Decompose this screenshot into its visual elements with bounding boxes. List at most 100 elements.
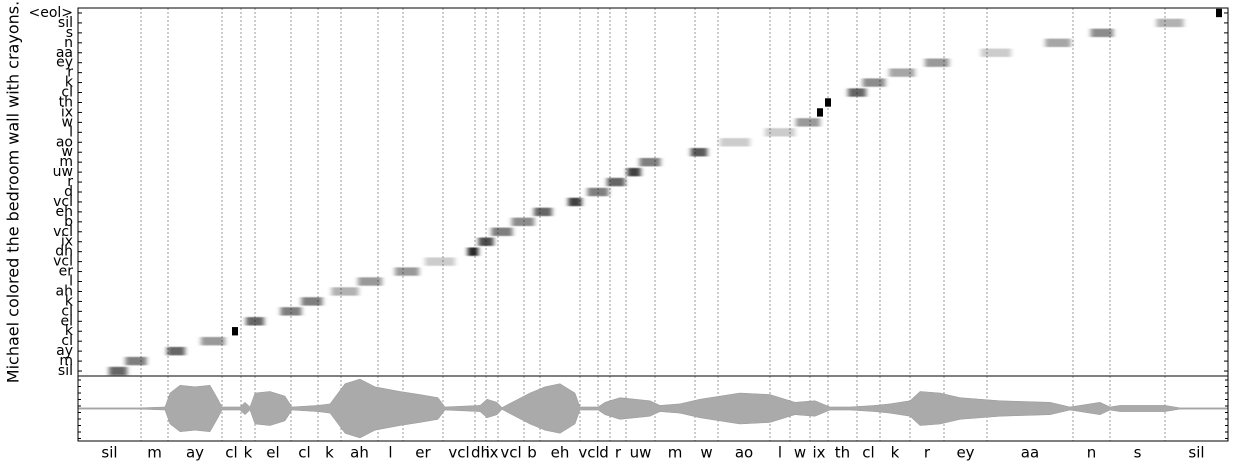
attention-cell	[534, 207, 552, 217]
y-tick-label: cl	[61, 333, 73, 349]
y-tick-label: ey	[56, 55, 73, 71]
y-tick-label: aa	[56, 45, 73, 61]
y-tick-label: eh	[56, 204, 74, 220]
x-tick-label: uw	[630, 444, 652, 462]
y-tick-label: ao	[56, 134, 73, 150]
y-tick-label: vcl	[53, 224, 73, 240]
attention-cell	[690, 148, 708, 157]
attention-cell	[1216, 8, 1222, 18]
x-tick-label: l	[778, 444, 782, 462]
x-tick-label: vcl	[500, 444, 521, 462]
y-tick-label: r	[67, 65, 73, 81]
attention-cell	[511, 217, 535, 227]
y-tick-label: <eol>	[28, 5, 73, 21]
y-tick-label: sil	[58, 363, 73, 379]
attention-cell	[425, 257, 455, 266]
x-tick-label: ey	[956, 444, 974, 462]
x-tick-label: k	[244, 444, 253, 462]
y-tick-label: m	[59, 154, 73, 170]
attention-cell	[796, 118, 820, 127]
attention-cell	[639, 157, 661, 167]
x-tick-label: w	[700, 444, 712, 462]
y-tick-label: th	[59, 94, 73, 110]
y-tick-label: w	[62, 114, 73, 130]
x-tick-label: w	[794, 444, 806, 462]
y-tick-label: ah	[56, 283, 73, 299]
x-tick-label: ix	[485, 444, 498, 462]
x-tick-label: vcl	[578, 444, 599, 462]
y-tick-label: l	[69, 124, 73, 140]
attention-cell	[395, 267, 419, 276]
waveform-panel	[77, 375, 1229, 442]
y-tick-label: ix	[61, 104, 73, 120]
attention-cell	[1090, 28, 1114, 38]
y-axis-label: Michael colored the bedroom wall with cr…	[4, 1, 23, 383]
attention-cell	[109, 366, 127, 376]
attention-cell	[765, 128, 795, 137]
y-tick-label: dh	[55, 244, 73, 260]
attention-cell	[358, 277, 382, 286]
attention-cell	[848, 88, 866, 97]
x-tick-label: ao	[735, 444, 753, 462]
attention-cell	[491, 227, 513, 236]
x-tick-label: k	[325, 444, 334, 462]
x-tick-label: sil	[1188, 444, 1204, 462]
x-tick-label: l	[388, 444, 392, 462]
attention-cell	[981, 48, 1011, 57]
attention-cell	[587, 187, 609, 197]
y-tick-label: cl	[61, 303, 73, 319]
x-tick-label: el	[266, 444, 279, 462]
x-tick-label: b	[527, 444, 537, 462]
x-tick-label: k	[891, 444, 900, 462]
y-tick-label: sil	[58, 15, 73, 31]
y-tick-label: s	[66, 25, 73, 41]
x-tick-label: vcl	[448, 444, 469, 462]
y-tick-label: d	[64, 184, 73, 200]
x-tick-label: er	[415, 444, 431, 462]
attention-cell	[246, 317, 264, 326]
attention-cell	[889, 68, 915, 77]
waveform	[77, 378, 1229, 439]
x-tick-label: m	[147, 444, 162, 462]
attention-cell	[825, 98, 831, 107]
y-tick-label: k	[65, 323, 74, 339]
x-tick-label: cl	[225, 444, 237, 462]
y-tick-label: ix	[61, 234, 73, 250]
x-tick-label: s	[1134, 444, 1142, 462]
y-tick-label: w	[62, 144, 73, 160]
x-tick-label: aa	[1021, 444, 1039, 462]
y-tick-label: k	[65, 293, 74, 309]
attention-cell	[467, 247, 479, 256]
y-tick-label: el	[60, 313, 73, 329]
x-tick-label: th	[835, 444, 850, 462]
x-tick-label: d	[599, 444, 609, 462]
attention-cell	[280, 307, 302, 316]
y-tick-label: n	[64, 35, 73, 51]
attention-cell	[925, 58, 949, 67]
y-tick-label: m	[59, 353, 73, 369]
attention-cell	[1156, 18, 1184, 28]
y-tick-label: b	[64, 214, 73, 230]
y-tick-label: r	[67, 174, 73, 190]
y-tick-label: l	[69, 274, 73, 290]
attention-cell	[568, 197, 582, 207]
y-tick-label: k	[65, 75, 74, 91]
x-tick-label: r	[924, 444, 931, 462]
attention-cell	[720, 138, 750, 147]
attention-cell	[232, 327, 238, 336]
x-tick-label: sil	[101, 444, 117, 462]
x-tick-label: ix	[812, 444, 825, 462]
x-tick-label: ah	[350, 444, 369, 462]
x-tick-label: m	[668, 444, 683, 462]
x-tick-label: dh	[471, 444, 490, 462]
attention-cell	[607, 177, 625, 187]
x-tick-label: n	[1087, 444, 1097, 462]
attention-cell	[1045, 38, 1071, 47]
attention-cell	[817, 108, 823, 117]
attention-cell	[301, 297, 323, 306]
x-tick-label: r	[615, 444, 622, 462]
x-tick-label: ay	[186, 444, 204, 462]
attention-cell	[201, 337, 225, 346]
x-tick-label: cl	[862, 444, 874, 462]
